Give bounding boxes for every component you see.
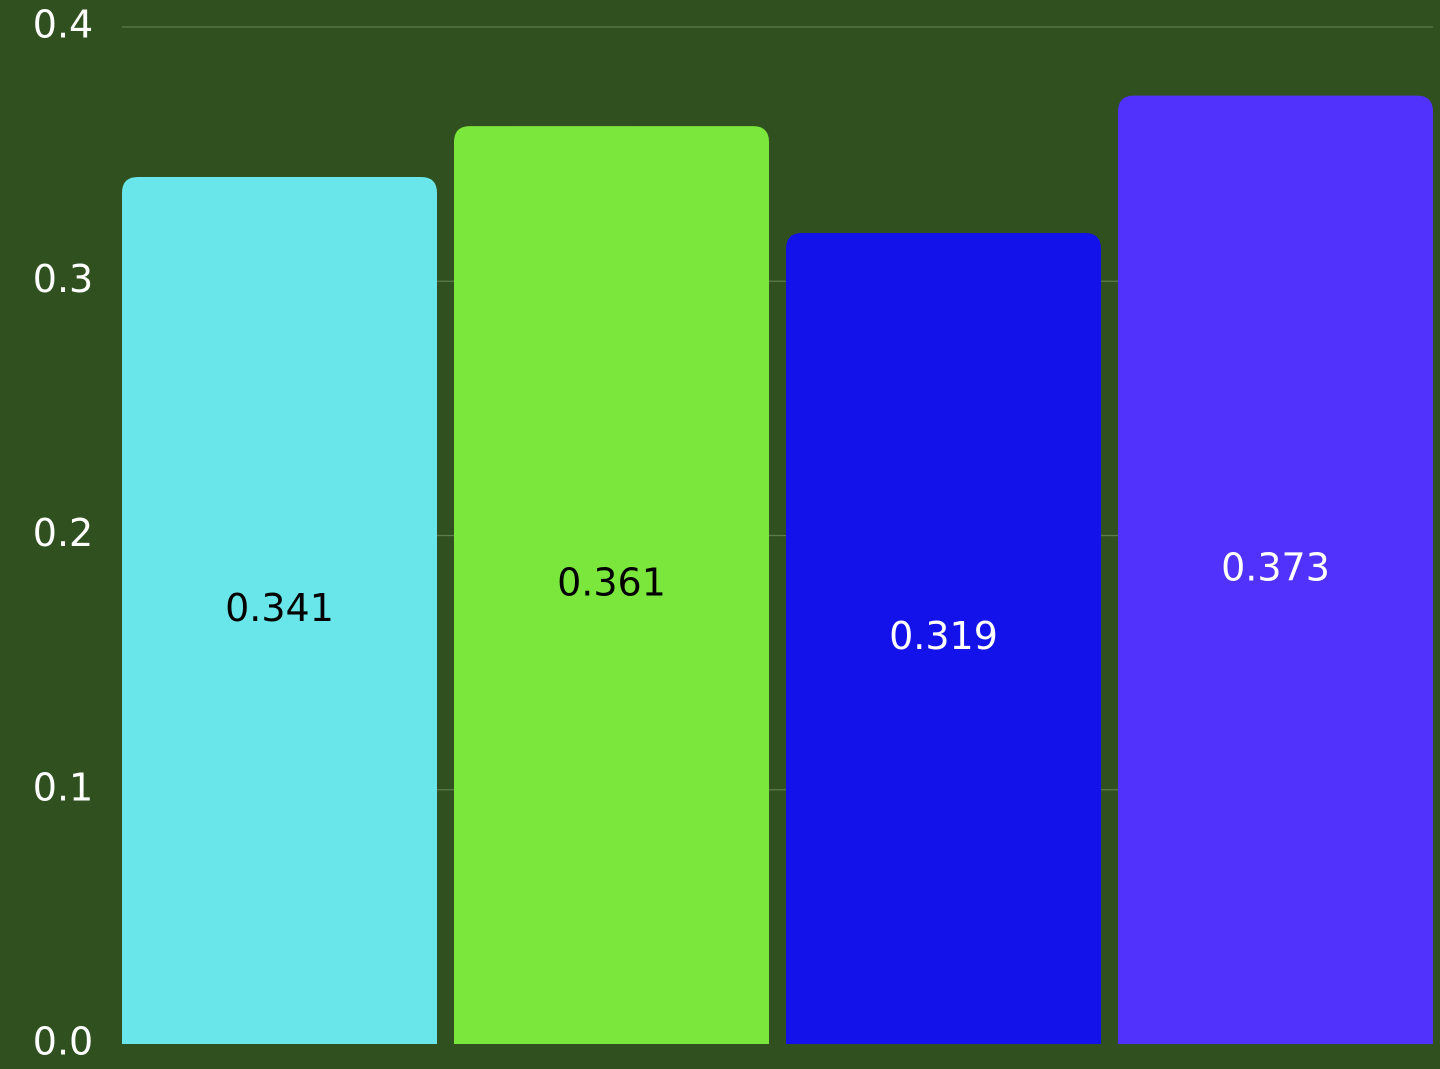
y-tick-label: 0.4 xyxy=(33,3,93,47)
y-tick-label: 0.1 xyxy=(33,765,93,809)
y-tick-label: 0.2 xyxy=(33,511,93,555)
bars xyxy=(122,95,1433,1045)
bar-value-label: 0.319 xyxy=(889,614,998,658)
bar-value-label: 0.361 xyxy=(557,561,666,605)
bar xyxy=(1118,95,1433,1044)
bar-value-labels: 0.341 0.361 0.319 0.373 xyxy=(225,545,1330,658)
y-tick-label: 0.0 xyxy=(33,1020,93,1064)
bar-value-label: 0.373 xyxy=(1221,545,1330,589)
y-axis-ticks: 0.0 0.1 0.2 0.3 0.4 xyxy=(33,3,93,1064)
bar-value-label: 0.341 xyxy=(225,586,334,630)
bar xyxy=(454,126,769,1045)
bar xyxy=(122,177,437,1044)
bar xyxy=(786,232,1101,1044)
y-tick-label: 0.3 xyxy=(33,257,93,301)
